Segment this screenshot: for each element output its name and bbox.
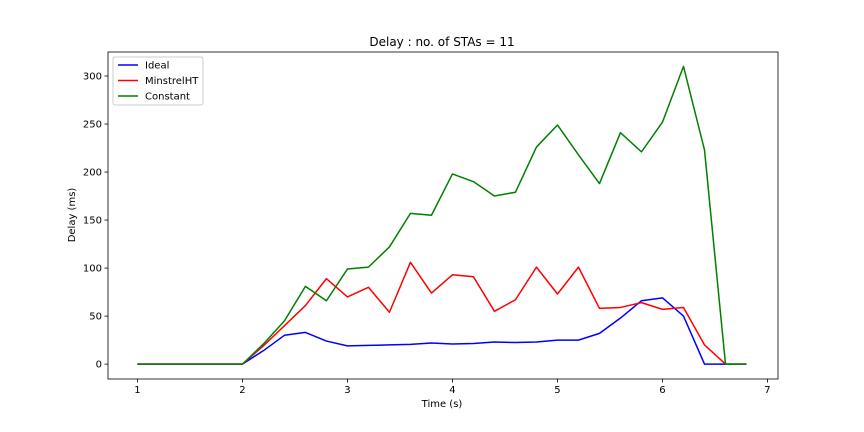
series-line-constant [137,65,747,365]
x-tick-label: 4 [449,385,455,396]
series-layer [137,65,747,365]
y-tick-label: 100 [83,264,102,275]
series-line-minstrelht [137,261,747,365]
plot-area-frame [107,51,779,380]
y-axis-label: Delay (ms) [67,188,78,243]
x-tick-label: 7 [764,385,770,396]
legend-box [112,56,204,106]
x-axis-label: Time (s) [421,399,463,410]
x-tick-label: 3 [344,385,350,396]
legend: Ideal MinstrelHT Constant [112,56,204,106]
x-tick-label: 6 [659,385,665,396]
y-tick-label: 300 [83,72,102,83]
legend-label-minstrelht: MinstrelHT [145,76,199,87]
y-tick-label: 250 [83,120,102,131]
x-axis: 1 2 3 4 5 6 7 [134,379,771,396]
x-tick-label: 2 [239,385,245,396]
y-axis: 0 50 100 150 200 250 300 [83,72,108,371]
legend-label-ideal: Ideal [145,61,169,72]
y-tick-label: 50 [89,312,102,323]
y-tick-label: 200 [83,168,102,179]
y-tick-label: 150 [83,216,102,227]
x-tick-label: 1 [134,385,140,396]
legend-label-constant: Constant [145,92,190,103]
x-tick-label: 5 [554,385,560,396]
y-tick-label: 0 [96,360,102,371]
chart-title: Delay : no. of STAs = 11 [369,35,514,49]
